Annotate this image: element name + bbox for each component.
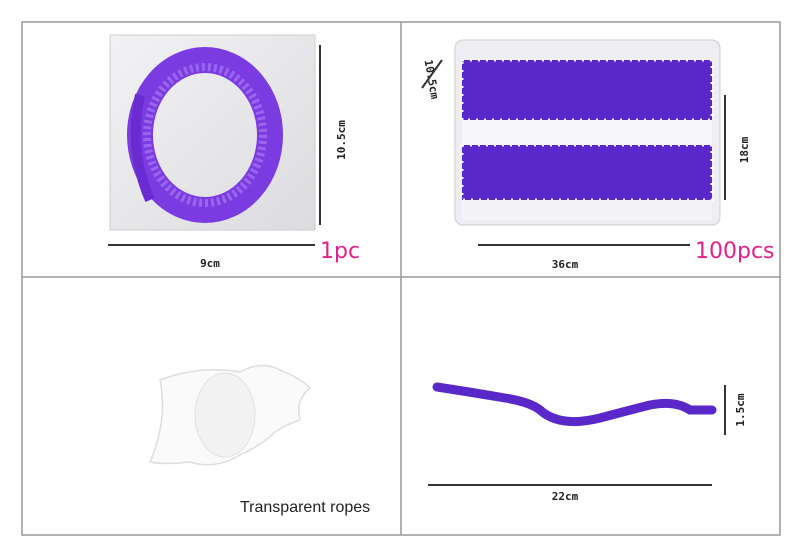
dimension-label: 22cm (552, 490, 579, 503)
worm-toy (432, 382, 717, 427)
dimension-line (421, 59, 443, 89)
rope-card (148, 364, 312, 466)
single-pack (109, 34, 316, 231)
caption: Transparent ropes (240, 499, 370, 516)
dimension-label: 9cm (200, 257, 220, 270)
count-label: 1pc (320, 239, 360, 264)
dimension-label: 1.5cm (734, 393, 747, 426)
dimension-label: 10.5cm (335, 120, 348, 160)
dimension-label: 18cm (738, 136, 751, 163)
count-label: 100pcs (695, 239, 775, 264)
grid-frame (21, 21, 781, 536)
dimension-label: 36cm (552, 258, 579, 271)
bulk-pack (454, 39, 721, 226)
